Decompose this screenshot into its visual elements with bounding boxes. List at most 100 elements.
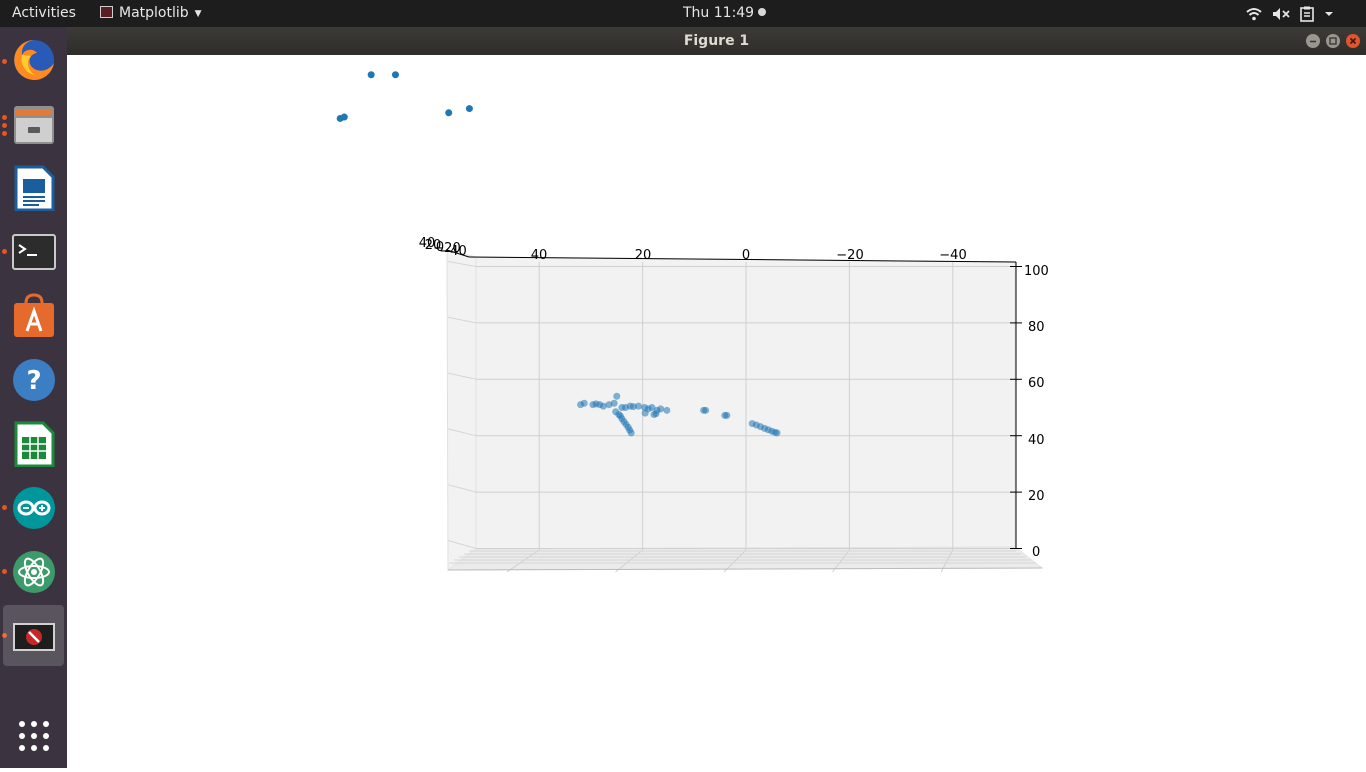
calc-icon <box>14 421 55 467</box>
scatter-point <box>634 402 642 410</box>
dock-libreoffice-writer[interactable] <box>3 157 64 218</box>
system-menu-caret-icon <box>1325 11 1333 16</box>
figure-canvas[interactable]: 40 20 0 −20 −40 40 20 0 −20 −40 100 80 6… <box>67 55 1366 768</box>
scatter-point <box>773 429 781 437</box>
dock-matplotlib-figure[interactable] <box>3 605 64 666</box>
clock[interactable]: Thu 11:49 <box>683 0 767 27</box>
close-icon <box>1349 37 1357 45</box>
axis-lines <box>446 249 1043 571</box>
notification-dot-icon <box>758 8 767 16</box>
running-indicator <box>2 249 7 254</box>
y-tick-label: 0 <box>436 240 444 255</box>
close-button[interactable] <box>1346 34 1360 48</box>
scatter-point <box>391 71 399 79</box>
side-gridline <box>447 261 477 267</box>
scatter-point <box>723 411 731 419</box>
arduino-icon <box>13 487 55 529</box>
y-tick-label: −20 <box>433 241 460 256</box>
scatter-point <box>610 399 618 407</box>
scatter-point <box>613 392 621 400</box>
z-tick-label: 20 <box>1028 489 1045 504</box>
app-grid-icon <box>19 721 49 751</box>
help-icon: ? <box>13 359 55 401</box>
atom-icon <box>13 551 55 593</box>
window-titlebar[interactable]: Figure 1 <box>67 27 1366 55</box>
scatter-point <box>580 399 588 407</box>
firefox-icon <box>14 40 54 80</box>
x-tick-label: −20 <box>836 248 863 263</box>
volume-muted-icon <box>1273 7 1290 20</box>
bottom-edge-line <box>447 567 1043 571</box>
running-indicator <box>2 115 7 120</box>
minimize-button[interactable] <box>1306 34 1320 48</box>
grid-lines <box>447 261 1036 573</box>
scatter-point <box>465 105 473 113</box>
scatter-point <box>627 429 635 437</box>
x-tick-label: 0 <box>742 248 750 263</box>
y-tick-label: 40 <box>419 236 436 251</box>
running-indicator <box>2 123 7 128</box>
side-gridline <box>447 484 477 493</box>
scatter-point <box>367 71 375 79</box>
running-indicator <box>2 131 7 136</box>
side-gridline <box>447 428 477 437</box>
window-title: Figure 1 <box>683 33 750 49</box>
dock-help[interactable]: ? <box>3 349 64 410</box>
terminal-icon <box>12 234 56 270</box>
scatter-point <box>663 406 671 414</box>
z-tick-label: 80 <box>1028 320 1045 335</box>
dock-atom[interactable] <box>3 541 64 602</box>
scatter-3d-plot[interactable]: 40 20 0 −20 −40 40 20 0 −20 −40 100 80 6… <box>67 55 1366 768</box>
x-tick-labels: 40 20 0 −20 −40 <box>531 248 967 263</box>
scatter-point <box>629 403 637 411</box>
left-pane <box>446 249 477 571</box>
dock-files[interactable] <box>3 93 64 154</box>
dock-terminal[interactable] <box>3 221 64 282</box>
x-tick-label: 40 <box>531 248 548 263</box>
running-indicator <box>2 569 7 574</box>
app-menu-icon <box>100 6 113 18</box>
svg-text:?: ? <box>26 366 41 396</box>
x-tick-label: −40 <box>939 248 966 263</box>
app-menu-label: Matplotlib <box>119 5 189 21</box>
scatter-point <box>702 406 710 414</box>
scatter-point <box>340 113 348 121</box>
top-panel: Activities Matplotlib ▼ Thu 11:49 <box>0 0 1366 27</box>
scatter-point <box>657 405 665 413</box>
scatter-point <box>599 402 607 410</box>
z-tick-label: 60 <box>1028 376 1045 391</box>
y-tick-label: −40 <box>439 244 466 259</box>
dock-libreoffice-calc[interactable] <box>3 413 64 474</box>
z-tick-label: 0 <box>1032 545 1040 560</box>
scatter-point <box>652 410 660 418</box>
app-menu[interactable]: Matplotlib ▼ <box>100 0 202 27</box>
dock-firefox[interactable] <box>3 29 64 90</box>
writer-icon <box>14 165 55 211</box>
clock-label: Thu 11:49 <box>683 5 755 21</box>
y-tick-label: 20 <box>425 238 442 253</box>
z-tick-label: 40 <box>1028 433 1045 448</box>
running-indicator <box>2 59 7 64</box>
side-gridline <box>447 540 477 549</box>
show-applications-button[interactable] <box>3 705 64 766</box>
maximize-button[interactable] <box>1326 34 1340 48</box>
scatter-points <box>336 71 781 437</box>
system-tray[interactable] <box>1246 0 1334 27</box>
dock-arduino[interactable] <box>3 477 64 538</box>
software-center-icon <box>14 293 54 337</box>
scatter-point <box>648 404 656 411</box>
wifi-icon <box>1246 7 1262 20</box>
y-axis-line <box>446 249 470 258</box>
maximize-icon <box>1329 37 1337 45</box>
activities-button[interactable]: Activities <box>12 5 76 21</box>
clipboard-icon <box>1300 6 1314 22</box>
x-axis-line <box>468 256 1017 263</box>
z-tick-label: 100 <box>1024 264 1049 279</box>
dock-ubuntu-software[interactable] <box>3 285 64 346</box>
running-indicator <box>2 633 7 638</box>
chevron-down-icon: ▼ <box>194 9 202 19</box>
running-indicator <box>2 505 7 510</box>
minimize-icon <box>1310 40 1316 43</box>
matplotlib-window-icon <box>13 623 55 651</box>
scatter-point <box>445 109 453 117</box>
